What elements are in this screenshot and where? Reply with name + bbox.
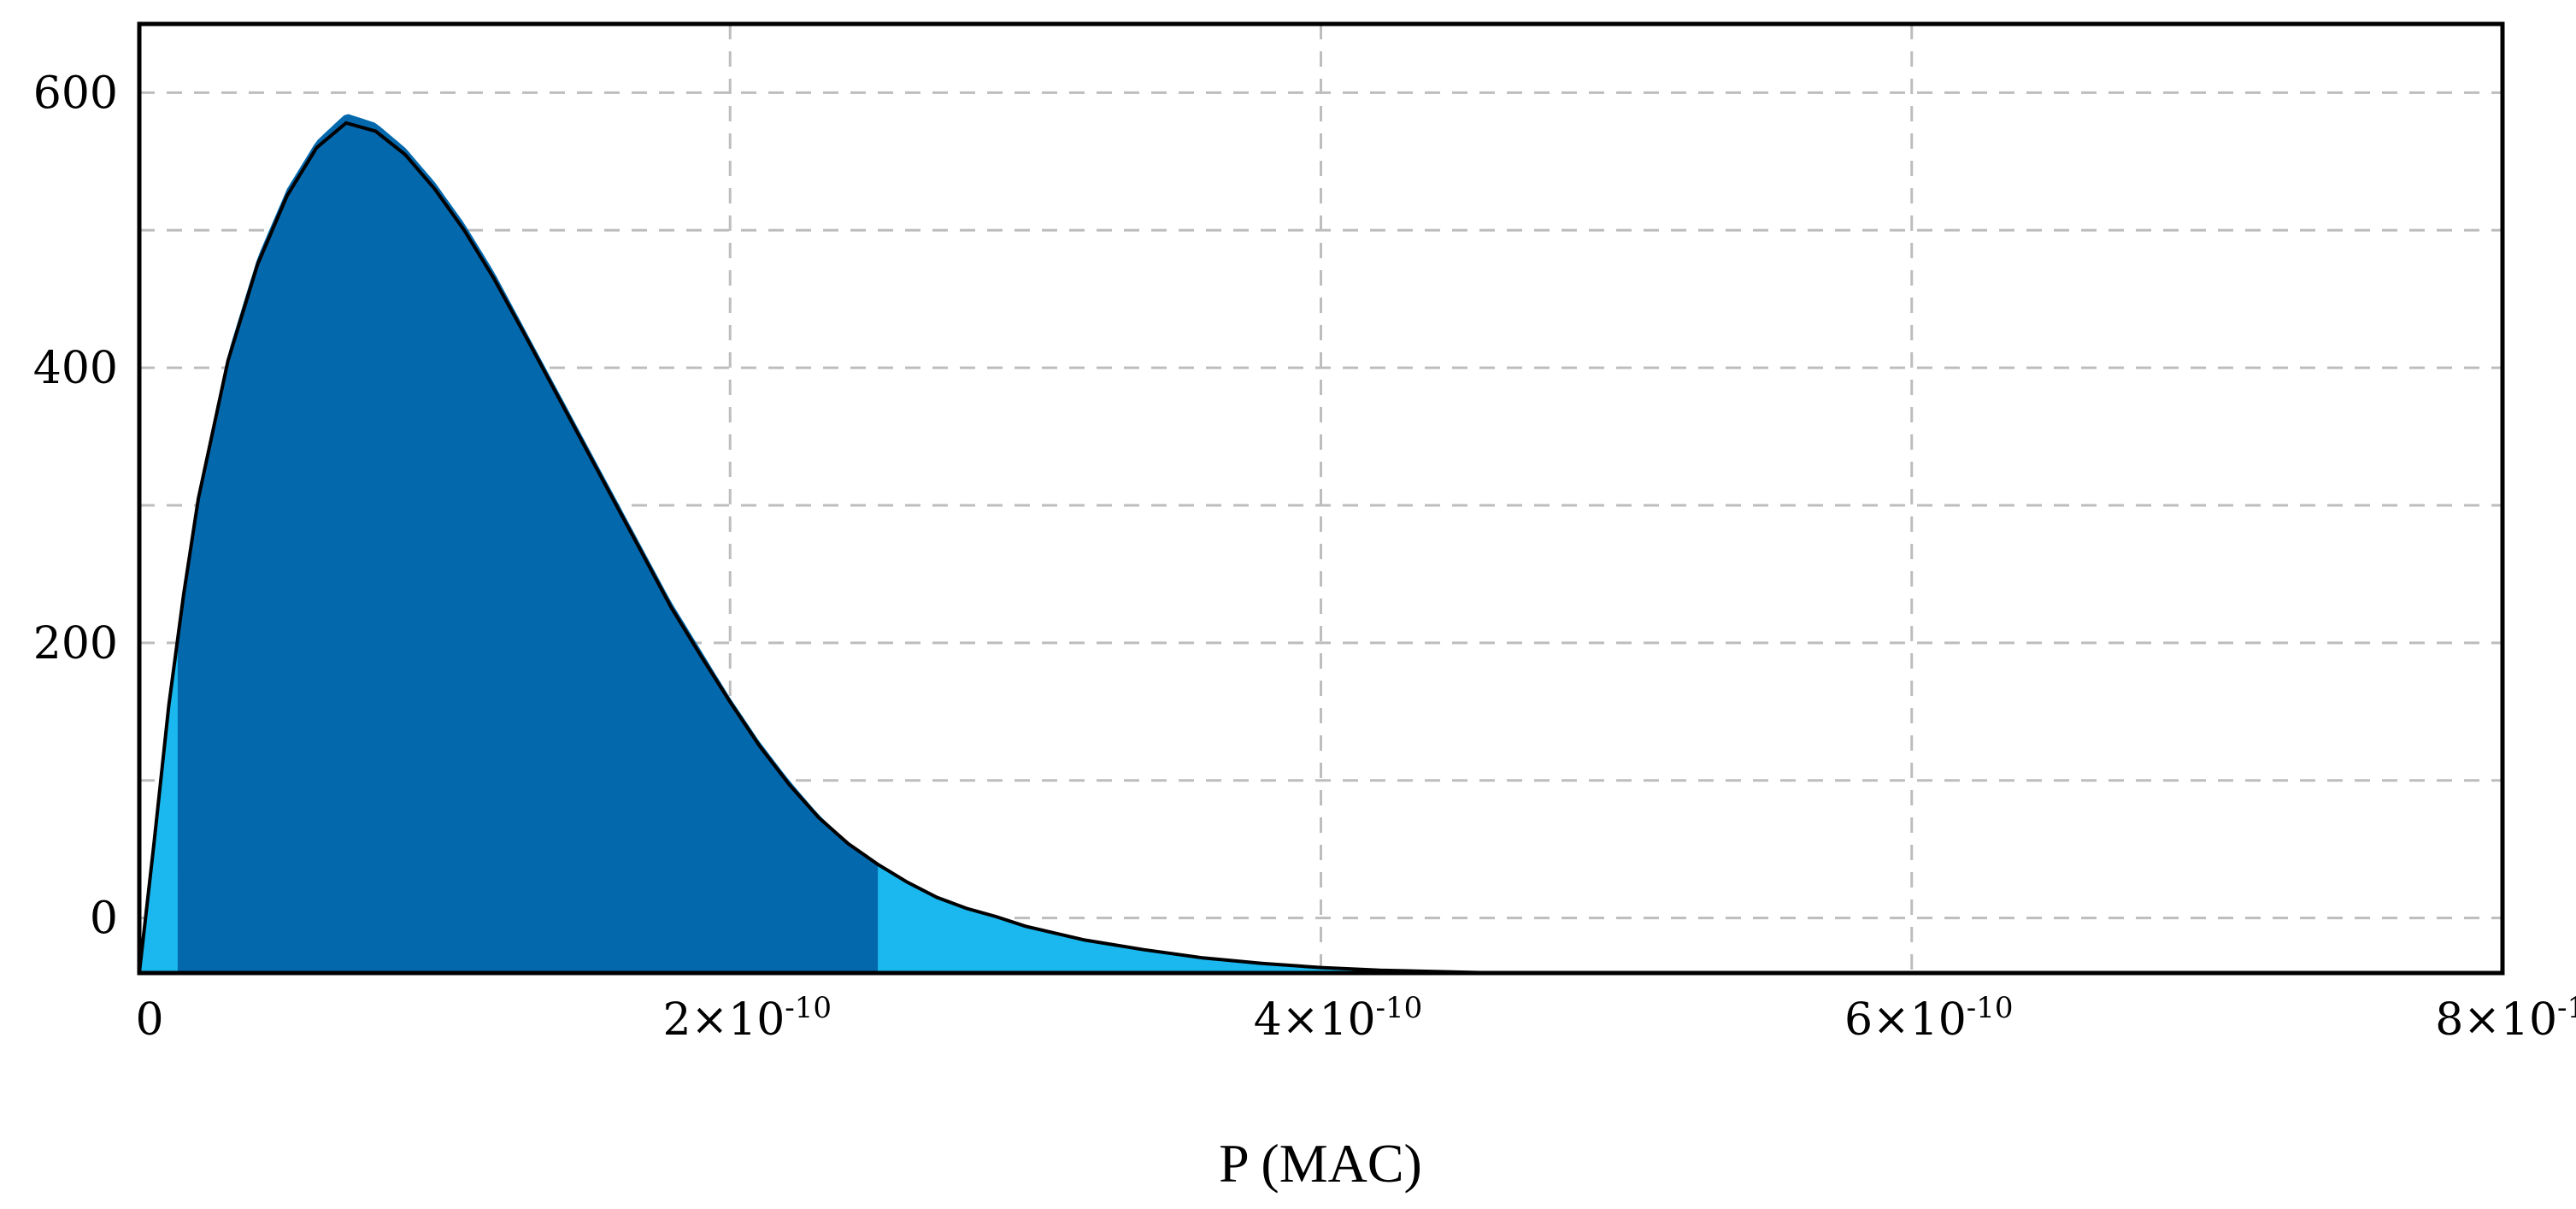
y-tick-label: 0 <box>90 893 118 945</box>
y-tick-label: 200 <box>33 618 118 669</box>
fit-curve <box>138 121 1617 975</box>
x-tick-label: 0 <box>135 994 163 1046</box>
y-axis-ticks: 0 200 400 600 <box>33 68 118 944</box>
x-tick-label: 8×10-10 <box>2435 991 2576 1046</box>
x-axis-title: P (MAC) <box>1219 1133 1422 1194</box>
x-axis-ticks: 0 2×10-10 4×10-10 6×10-10 8×10-10 <box>135 991 2576 1046</box>
x-tick-label: 4×10-10 <box>1254 991 1423 1046</box>
y-tick-label: 400 <box>33 343 118 394</box>
x-tick-label: 6×10-10 <box>1844 991 2014 1046</box>
y-tick-label: 600 <box>33 68 118 119</box>
histogram-area-inner <box>177 114 879 973</box>
plot-area <box>138 114 1617 975</box>
x-tick-label: 2×10-10 <box>662 991 832 1046</box>
plot-frame <box>137 21 2505 976</box>
